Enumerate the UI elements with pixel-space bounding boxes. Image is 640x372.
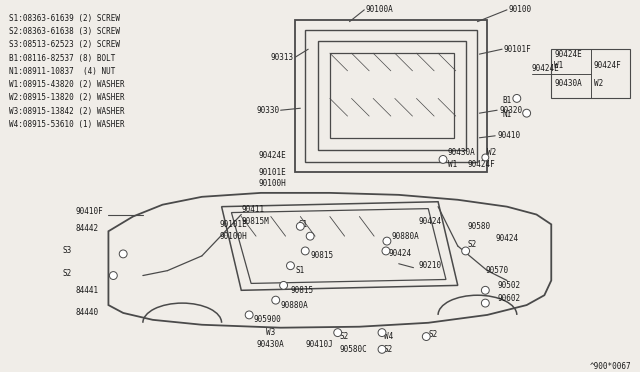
Text: W1:08915-43820 (2) WASHER: W1:08915-43820 (2) WASHER xyxy=(9,80,125,89)
Text: N1: N1 xyxy=(502,110,511,119)
Circle shape xyxy=(280,282,287,289)
Text: 90100: 90100 xyxy=(509,5,532,15)
Circle shape xyxy=(461,247,470,255)
Text: 90502: 90502 xyxy=(497,281,520,290)
Text: 84441: 84441 xyxy=(76,286,99,295)
Circle shape xyxy=(119,250,127,258)
Text: 90570: 90570 xyxy=(485,266,508,275)
Text: 90580C: 90580C xyxy=(340,345,367,354)
Text: B1: B1 xyxy=(502,96,511,105)
Circle shape xyxy=(482,154,489,161)
Text: S2: S2 xyxy=(468,240,477,248)
Text: W2:08915-13820 (2) WASHER: W2:08915-13820 (2) WASHER xyxy=(9,93,125,103)
Circle shape xyxy=(334,329,342,337)
Circle shape xyxy=(523,109,531,117)
Text: 90424E: 90424E xyxy=(259,151,287,160)
Bar xyxy=(551,49,630,99)
Text: 90210: 90210 xyxy=(419,261,442,270)
Text: 90411: 90411 xyxy=(241,205,264,214)
Text: 90880A: 90880A xyxy=(392,232,420,241)
Text: S2:08363-61638 (3) SCREW: S2:08363-61638 (3) SCREW xyxy=(9,27,120,36)
Text: 90424E: 90424E xyxy=(554,49,582,59)
Text: 90424: 90424 xyxy=(419,217,442,226)
Text: 90815: 90815 xyxy=(291,286,314,295)
Text: 84442: 84442 xyxy=(76,224,99,233)
Text: S1: S1 xyxy=(298,220,308,229)
Circle shape xyxy=(439,155,447,163)
Circle shape xyxy=(306,232,314,240)
Text: W3: W3 xyxy=(266,328,275,337)
Circle shape xyxy=(513,94,521,102)
Text: 90424F: 90424F xyxy=(593,61,621,70)
Circle shape xyxy=(378,329,386,337)
Circle shape xyxy=(301,247,309,255)
Circle shape xyxy=(245,311,253,319)
Text: 90424E: 90424E xyxy=(532,64,559,73)
Circle shape xyxy=(481,286,489,294)
Text: 905900: 905900 xyxy=(253,315,281,324)
Text: S2: S2 xyxy=(340,332,349,341)
Text: 90410F: 90410F xyxy=(76,207,104,216)
Circle shape xyxy=(383,237,391,245)
Text: S2: S2 xyxy=(428,330,438,339)
Text: S2: S2 xyxy=(384,345,393,354)
Circle shape xyxy=(272,296,280,304)
Text: 90815: 90815 xyxy=(310,251,333,260)
Text: S1:08363-61639 (2) SCREW: S1:08363-61639 (2) SCREW xyxy=(9,14,120,23)
Text: 90815M: 90815M xyxy=(241,217,269,226)
Text: S2: S2 xyxy=(62,269,72,278)
Text: W4:08915-53610 (1) WASHER: W4:08915-53610 (1) WASHER xyxy=(9,120,125,129)
Text: 90430A: 90430A xyxy=(448,148,476,157)
Circle shape xyxy=(422,333,430,340)
Text: 90430A: 90430A xyxy=(256,340,284,349)
Text: N1:08911-10837  (4) NUT: N1:08911-10837 (4) NUT xyxy=(9,67,115,76)
Text: S3: S3 xyxy=(62,246,72,256)
Text: W1: W1 xyxy=(448,160,457,169)
Text: ^900*0067: ^900*0067 xyxy=(589,362,631,371)
Text: 90100H: 90100H xyxy=(258,179,285,187)
Text: 90410J: 90410J xyxy=(305,340,333,349)
Text: S1: S1 xyxy=(296,266,305,275)
Text: 90424F: 90424F xyxy=(468,160,495,169)
Circle shape xyxy=(382,247,390,255)
Text: 90424: 90424 xyxy=(495,234,518,243)
Text: W1: W1 xyxy=(554,61,563,70)
Text: 90101F: 90101F xyxy=(503,45,531,54)
Text: 90330: 90330 xyxy=(256,106,279,115)
Text: 84440: 84440 xyxy=(76,308,99,317)
Circle shape xyxy=(109,272,117,279)
Circle shape xyxy=(296,222,304,230)
Text: B1:08116-82537 (8) BOLT: B1:08116-82537 (8) BOLT xyxy=(9,54,115,62)
Text: W2: W2 xyxy=(487,148,497,157)
Text: 90101E: 90101E xyxy=(258,168,285,177)
Text: W3:08915-13842 (2) WASHER: W3:08915-13842 (2) WASHER xyxy=(9,107,125,116)
Circle shape xyxy=(481,299,489,307)
Text: 90880A: 90880A xyxy=(280,301,308,310)
Text: 90602: 90602 xyxy=(497,294,520,303)
Text: 90100H: 90100H xyxy=(220,232,248,241)
Circle shape xyxy=(378,346,386,353)
Circle shape xyxy=(287,262,294,270)
Text: 90101E: 90101E xyxy=(220,220,248,229)
Text: W4: W4 xyxy=(384,332,393,341)
Text: 90430A: 90430A xyxy=(554,79,582,88)
Text: 90424: 90424 xyxy=(389,249,412,259)
Text: 90410: 90410 xyxy=(497,131,520,140)
Text: W2: W2 xyxy=(593,79,603,88)
Text: S3:08513-62523 (2) SCREW: S3:08513-62523 (2) SCREW xyxy=(9,40,120,49)
Text: 90100A: 90100A xyxy=(365,5,393,15)
Text: 90580: 90580 xyxy=(468,222,491,231)
Text: 90313: 90313 xyxy=(271,52,294,62)
Text: 90320: 90320 xyxy=(499,106,522,115)
